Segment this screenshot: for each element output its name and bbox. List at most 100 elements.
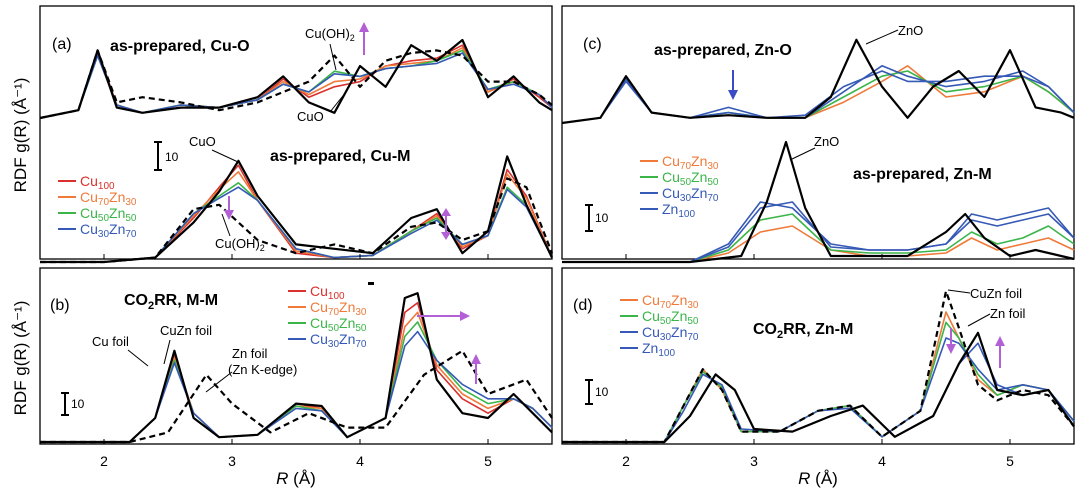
legend-label-cu70zn30: Cu70Zn30 bbox=[80, 189, 137, 208]
x-tick-label-left-2: 2 bbox=[100, 453, 108, 469]
series-line-cu-oh-2 bbox=[39, 49, 553, 120]
series-line-cu30zn70 bbox=[562, 337, 1075, 443]
panel-label-b: (b) bbox=[50, 297, 70, 314]
arrow-c-down-blue bbox=[728, 70, 738, 100]
scale-bar-b: 10 bbox=[61, 392, 85, 416]
legend-label-cu70zn30: Cu70Zn30 bbox=[642, 292, 699, 311]
panel-d-frame bbox=[561, 267, 1075, 445]
panel-label-d: (d) bbox=[573, 297, 593, 314]
series-line-cuo bbox=[40, 155, 553, 264]
y-axis-label-top: RDF g(R) (Å⁻¹) bbox=[11, 78, 30, 193]
legend-label-cu30zn70: Cu30Zn70 bbox=[662, 185, 719, 204]
legend-label-zn100: Zn100 bbox=[662, 201, 695, 220]
series-line-cuzn-foil bbox=[562, 290, 1075, 444]
series-line-zn100 bbox=[562, 201, 1075, 263]
annot-d-cuzn-foil-pointer bbox=[947, 289, 971, 294]
arrow-a-down-purple bbox=[224, 196, 234, 220]
annot-d-cuzn-foil: CuZn foil bbox=[970, 286, 1022, 301]
legend-label-zn100: Zn100 bbox=[642, 340, 675, 359]
x-tick-label-left-4: 4 bbox=[356, 453, 364, 469]
annot-c-zno-bottom: ZnO bbox=[814, 134, 839, 149]
series-line-cu30zn70 bbox=[40, 186, 553, 263]
series-line-zno bbox=[561, 38, 1075, 125]
annot-b-cuzn-foil: CuZn foil bbox=[160, 323, 212, 338]
legend-label-cu50zn50: Cu50Zn50 bbox=[310, 315, 367, 334]
legend-label-cu30zn70: Cu30Zn70 bbox=[642, 324, 699, 343]
legend-label-cu100: Cu100 bbox=[80, 173, 115, 192]
x-tick-label-left-3: 3 bbox=[228, 453, 236, 469]
title-a-cu-o: as-prepared, Cu-O bbox=[110, 38, 250, 55]
x-ticks: 2 3 4 5 2 3 4 5 bbox=[100, 254, 1014, 469]
panel-label-c: (c) bbox=[583, 36, 602, 53]
title-b-m-m: CO2RR, M-M bbox=[124, 292, 218, 312]
series-line-cu50zn50 bbox=[562, 213, 1075, 263]
arrow-a-up-purple bbox=[359, 22, 369, 55]
annot-b-zn-kedge: (Zn K-edge) bbox=[228, 362, 297, 377]
legend-label-cu30zn70: Cu30Zn70 bbox=[310, 331, 367, 350]
scale-bar-b-label: 10 bbox=[71, 397, 85, 411]
legend-label-cu70zn30: Cu70Zn30 bbox=[310, 299, 367, 318]
scale-bar-d: 10 bbox=[585, 379, 609, 405]
series-line-zno bbox=[562, 140, 1075, 264]
series-line-zn100 bbox=[562, 342, 1075, 443]
annot-c-zno-top-pointer bbox=[865, 29, 899, 45]
arrow-b-up-purple bbox=[471, 354, 481, 384]
x-tick-label-left-5: 5 bbox=[484, 453, 492, 469]
annot-d-zn-foil-pointer bbox=[967, 313, 991, 327]
arrow-d-up-purple bbox=[995, 336, 1005, 368]
annot-d-zn-foil: Zn foil bbox=[990, 306, 1026, 321]
annot-b-zn-foil: Zn foil bbox=[232, 346, 268, 361]
panel-b-marker bbox=[368, 282, 374, 285]
plot-c-zn-o bbox=[561, 38, 1075, 125]
panel-a-frame bbox=[39, 5, 553, 260]
series-line-cu-oh-2 bbox=[40, 177, 554, 264]
series-line-cu30zn70 bbox=[39, 52, 553, 119]
legend-label-cu100: Cu100 bbox=[310, 283, 345, 302]
plot-b-m-m bbox=[40, 292, 553, 444]
plot-a-cu-m bbox=[40, 155, 554, 264]
legend-label-cu50zn50: Cu50Zn50 bbox=[662, 169, 719, 188]
plot-c-zn-m bbox=[562, 140, 1075, 264]
plot-a-cu-o bbox=[39, 38, 553, 120]
arrow-b-right-purple bbox=[417, 311, 470, 321]
annot-a-cuoh2-bottom: Cu(OH)2 bbox=[215, 236, 265, 253]
scale-bar-a-label: 10 bbox=[165, 150, 179, 164]
annot-b-cu-foil: Cu foil bbox=[92, 334, 129, 349]
x-tick-label-right-2: 2 bbox=[622, 453, 630, 469]
series-line-cu50zn50 bbox=[562, 321, 1075, 443]
annot-a-cuo-bottom-pointer bbox=[211, 149, 239, 163]
series-line-zn-foil bbox=[562, 331, 1075, 444]
annot-a-cuo-top-pointer bbox=[329, 91, 347, 113]
annot-a-cuoh2-pointer bbox=[329, 43, 337, 71]
legend-label-cu50zn50: Cu50Zn50 bbox=[642, 308, 699, 327]
legend-label-cu50zn50: Cu50Zn50 bbox=[80, 205, 137, 224]
annot-a-cuo-top: CuO bbox=[297, 109, 324, 124]
arrow-a-down-purple-2 bbox=[441, 208, 451, 240]
annot-a-cuoh2-bottom-pointer bbox=[221, 213, 231, 237]
x-tick-label-right-4: 4 bbox=[878, 453, 886, 469]
annot-c-zno-top: ZnO bbox=[898, 23, 923, 38]
annot-a-cuo-bottom: CuO bbox=[189, 134, 216, 149]
plot-d-zn-m bbox=[562, 290, 1075, 444]
annot-c-zno-bottom-pointer bbox=[789, 147, 816, 161]
series-line-cu-foil bbox=[40, 292, 553, 444]
scale-bar-a: 10 bbox=[154, 141, 179, 171]
x-tick-label-right-3: 3 bbox=[750, 453, 758, 469]
legend-label-cu70zn30: Cu70Zn30 bbox=[662, 153, 719, 172]
title-c-zn-o: as-prepared, Zn-O bbox=[654, 42, 792, 59]
annot-b-cuzn-foil-pointer bbox=[163, 339, 171, 365]
x-tick-label-right-5: 5 bbox=[1006, 453, 1014, 469]
x-axis-label-right: R (Å) bbox=[798, 469, 838, 488]
title-d-zn-m: CO2RR, Zn-M bbox=[753, 321, 853, 341]
x-axis-label-left: R (Å) bbox=[276, 469, 316, 488]
y-axis-label-bottom: RDF g(R) (Å⁻¹) bbox=[11, 301, 30, 416]
annot-b-zn-foil-pointer bbox=[205, 371, 233, 393]
scale-bar-c-label: 10 bbox=[595, 211, 609, 225]
panel-label-a: (a) bbox=[52, 36, 72, 53]
annot-a-cuoh2: Cu(OH)2 bbox=[305, 26, 355, 43]
panel-b-frame bbox=[39, 267, 553, 445]
title-c-zn-m: as-prepared, Zn-M bbox=[853, 166, 992, 183]
